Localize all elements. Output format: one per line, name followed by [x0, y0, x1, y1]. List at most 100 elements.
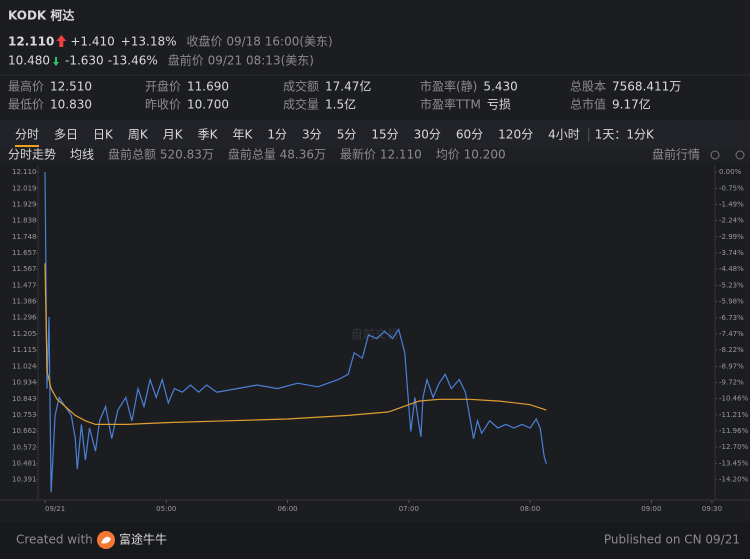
y-tick-label: 11.024: [12, 362, 37, 370]
y-tick-label: 10.481: [12, 460, 37, 468]
strip-item: 盘前总额 520.83万: [108, 147, 214, 162]
stat-label: 市盈率(静): [420, 79, 477, 94]
y2-tick-label: -10.46%: [719, 395, 749, 403]
footer-published: Published on CN 09/21: [604, 533, 740, 547]
x-tick-label: 09:00: [641, 505, 661, 513]
tab-extra[interactable]: 1天：1分K: [595, 128, 655, 142]
arrow-up: [56, 35, 67, 47]
stat-label: 开盘价: [145, 79, 181, 94]
tab[interactable]: 30分: [414, 128, 441, 142]
y-tick-label: 11.386: [12, 298, 37, 306]
y-tick-label: 10.843: [12, 395, 37, 403]
stat-value: 11.690: [187, 80, 229, 94]
x-tick-label: 09/21: [45, 505, 65, 513]
stat-value: 10.700: [187, 98, 229, 112]
y-tick-label: 11.748: [12, 233, 37, 241]
close-label: 收盘价 09/18 16:00(美东): [187, 34, 333, 49]
title: KODK 柯达: [8, 8, 74, 23]
tab-bar: [0, 120, 750, 148]
y2-tick-label: -8.97%: [719, 362, 744, 370]
stat-label: 总股本: [570, 80, 606, 94]
pre-pct: -13.46%: [108, 54, 158, 68]
x-tick-label: 06:00: [277, 505, 297, 513]
price-line: [44, 171, 547, 493]
tab[interactable]: 多日: [54, 128, 78, 142]
strip-item: 盘前总量 48.36万: [228, 147, 326, 162]
pre-label: 盘前价 09/21 08:13(美东): [168, 53, 314, 68]
y-tick-label: 10.753: [12, 411, 37, 419]
tab[interactable]: 15分: [371, 128, 398, 142]
arrow-down: [53, 57, 59, 66]
x-tick-label: 09:30: [702, 505, 722, 513]
y-tick-label: 12.019: [12, 184, 37, 192]
close-change: +1.410: [70, 35, 114, 49]
stat-label: 最低价: [8, 98, 44, 112]
x-tick-label: 08:00: [520, 505, 540, 513]
stat-label: 市盈率TTM: [420, 97, 481, 112]
tab[interactable]: 4小时: [548, 128, 580, 142]
y-tick-label: 11.205: [12, 330, 37, 338]
legend-label: 均线: [70, 148, 94, 162]
y2-tick-label: -1.49%: [719, 200, 744, 208]
chart-strip: [0, 148, 750, 162]
y2-tick-label: -12.70%: [719, 443, 749, 451]
y-tick-label: 12.110: [12, 168, 37, 176]
close-price: 12.110: [8, 35, 54, 49]
tab[interactable]: 60分: [456, 128, 483, 142]
strip-item: 均价 10.200: [436, 148, 506, 162]
tab[interactable]: 季K: [198, 128, 219, 142]
footer: [0, 522, 750, 559]
stat-value: 7568.411万: [612, 80, 681, 94]
y-tick-label: 10.662: [12, 427, 37, 435]
y2-tick-label: -4.48%: [719, 265, 744, 273]
chart-mode: 分时走势: [8, 148, 56, 162]
tab[interactable]: 5分: [337, 128, 357, 142]
expand-icon[interactable]: [710, 150, 720, 160]
y-tick-label: 11.838: [12, 217, 37, 225]
y-tick-label: 11.296: [12, 314, 37, 322]
stat-value: 1.5亿: [325, 97, 356, 112]
y2-tick-label: -11.96%: [719, 427, 749, 435]
y2-tick-label: -14.20%: [719, 476, 749, 484]
tab[interactable]: 月K: [163, 128, 184, 142]
stat-label: 成交额: [283, 79, 319, 94]
y-tick-label: 10.391: [12, 476, 37, 484]
tab[interactable]: 1分: [267, 128, 287, 142]
y-tick-label: 10.572: [12, 443, 37, 451]
tab[interactable]: 年K: [233, 128, 254, 142]
footer-brand: 富途牛牛: [119, 532, 167, 547]
pre-price: 10.480: [8, 54, 50, 68]
tab[interactable]: 周K: [128, 128, 149, 142]
x-tick-label: 05:00: [156, 505, 176, 513]
strip-item: 最新价 12.110: [340, 147, 422, 162]
tab[interactable]: 分时: [15, 128, 39, 142]
y2-tick-label: -5.23%: [719, 281, 744, 289]
y2-tick-label: -11.21%: [719, 411, 749, 419]
pre-change: -1.630: [65, 54, 104, 68]
y-tick-label: 11.477: [12, 281, 37, 289]
stat-value: 10.830: [50, 98, 92, 112]
y2-tick-label: -8.22%: [719, 346, 744, 354]
y2-tick-label: -0.75%: [719, 184, 744, 192]
y2-tick-label: 0.00%: [719, 168, 742, 176]
stat-label: 昨收价: [145, 98, 181, 112]
y2-tick-label: -7.47%: [719, 330, 744, 338]
stat-value: 12.510: [50, 80, 92, 94]
tab[interactable]: 日K: [93, 128, 114, 142]
stat-value: 17.47亿: [325, 79, 371, 94]
y-tick-label: 11.657: [12, 249, 37, 257]
tab[interactable]: 120分: [498, 128, 533, 142]
y-tick-label: 10.934: [12, 379, 37, 387]
settings-icon[interactable]: [735, 150, 745, 160]
tab[interactable]: 3分: [302, 128, 322, 142]
strip-right: 盘前行情: [652, 147, 700, 162]
price-line: [44, 263, 547, 425]
stat-label: 最高价: [8, 79, 44, 94]
y-tick-label: 11.567: [12, 265, 37, 273]
y2-tick-label: -2.24%: [719, 217, 744, 225]
stat-label: 总市值: [570, 97, 606, 112]
x-tick-label: 07:00: [399, 505, 419, 513]
